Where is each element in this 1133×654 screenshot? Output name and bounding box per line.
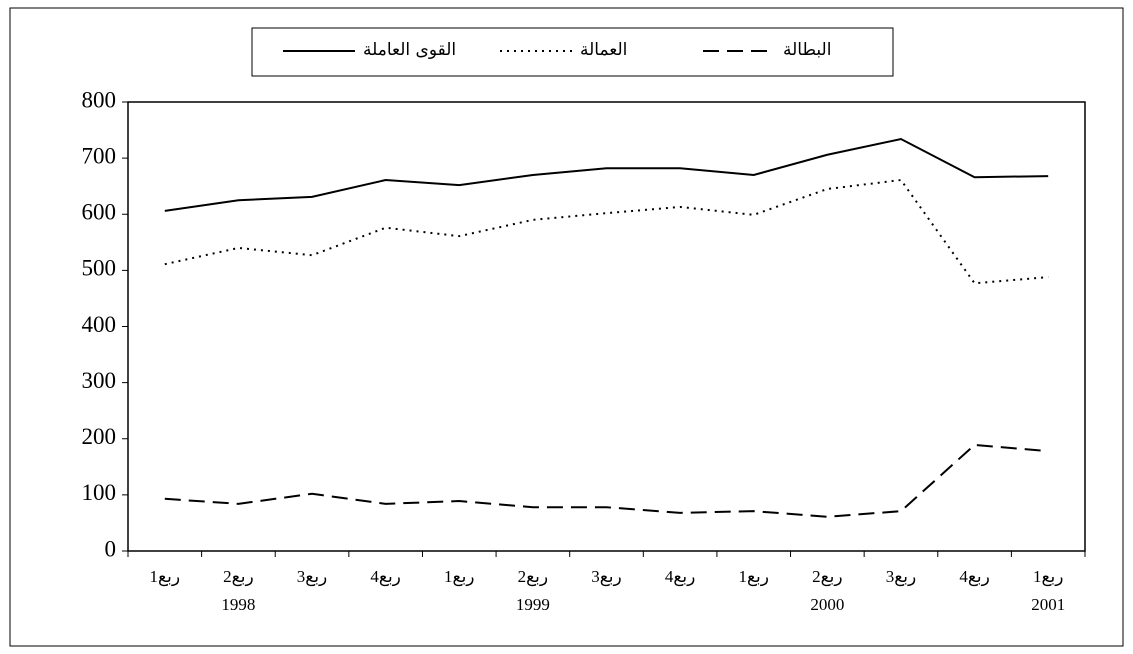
x-tick-label: ربع1: [738, 567, 769, 587]
x-tick-label: ربع3: [297, 567, 328, 587]
x-tick-label: ربع2: [812, 567, 843, 587]
x-group-label: 2000: [810, 595, 844, 614]
chart-frame: [9, 7, 1124, 647]
y-tick-label: 100: [82, 480, 117, 505]
legend-label: العمالة: [580, 40, 627, 60]
series-line: [164, 443, 1049, 518]
x-tick-label: ربع1: [1033, 567, 1064, 587]
legend-label: البطالة: [783, 40, 831, 60]
y-tick-label: 500: [82, 256, 117, 281]
y-tick-label: 400: [82, 312, 117, 337]
x-tick-label: ربع1: [444, 567, 475, 587]
y-tick-label: 700: [82, 143, 117, 168]
y-tick-label: 300: [82, 368, 117, 393]
x-group-label: 1999: [516, 595, 550, 614]
x-tick-label: ربع4: [665, 567, 696, 587]
x-tick-label: ربع1: [150, 567, 181, 587]
y-tick-label: 200: [82, 424, 117, 449]
x-tick-label: ربع2: [518, 567, 549, 587]
legend-label: القوى العاملة: [363, 40, 456, 60]
x-tick-label: ربع3: [886, 567, 917, 587]
y-tick-label: 0: [105, 536, 117, 561]
x-tick-label: ربع4: [370, 567, 401, 587]
y-tick-label: 800: [82, 87, 117, 112]
x-tick-label: ربع2: [223, 567, 254, 587]
y-tick-label: 600: [82, 200, 117, 225]
legend-box: [251, 27, 894, 77]
x-tick-label: ربع3: [591, 567, 622, 587]
x-group-label: 1998: [221, 595, 255, 614]
x-group-label: 2001: [1031, 595, 1065, 614]
x-tick-label: ربع4: [959, 567, 990, 587]
series-line: [164, 137, 1049, 212]
